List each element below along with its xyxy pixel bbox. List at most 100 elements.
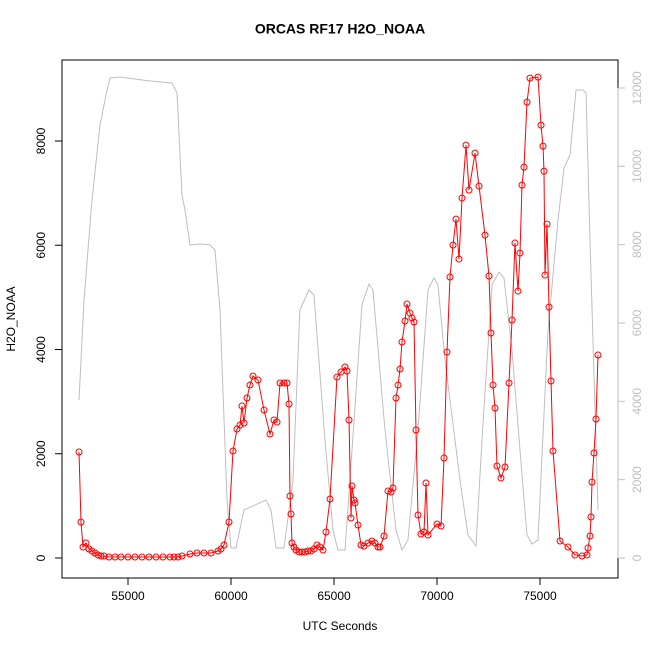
data-point xyxy=(394,381,402,389)
data-point xyxy=(485,272,493,280)
data-point xyxy=(501,463,509,471)
data-point xyxy=(178,552,186,560)
data-point xyxy=(412,426,420,434)
data-point xyxy=(288,539,296,547)
data-point xyxy=(304,547,312,555)
data-point xyxy=(549,447,557,455)
data-point xyxy=(319,546,327,554)
x-tick-label: 65000 xyxy=(317,589,351,603)
chart-title: ORCAS RF17 H2O_NOAA xyxy=(255,21,425,37)
x-tick-label: 55000 xyxy=(111,589,145,603)
data-point xyxy=(220,541,228,549)
x-axis-label: UTC Seconds xyxy=(303,619,378,633)
data-point xyxy=(578,552,586,560)
data-point xyxy=(491,404,499,412)
data-point xyxy=(392,394,400,402)
series-line xyxy=(78,76,599,552)
y2-tick-label: 8000 xyxy=(630,231,644,258)
data-point xyxy=(341,363,349,371)
y2-tick-label: 0 xyxy=(630,554,644,561)
data-point xyxy=(364,539,372,547)
y2-tick-label: 2000 xyxy=(630,466,644,493)
y2-tick-label: 4000 xyxy=(630,388,644,415)
data-point xyxy=(236,421,244,429)
data-point xyxy=(124,553,132,561)
data-point xyxy=(138,553,146,561)
data-point xyxy=(243,394,251,402)
y-axis-label: H2O_NOAA xyxy=(4,286,18,351)
data-point xyxy=(166,553,174,561)
data-point xyxy=(462,141,470,149)
data-point xyxy=(276,379,284,387)
data-point xyxy=(97,552,105,560)
data-point xyxy=(186,550,194,558)
data-point xyxy=(433,520,441,528)
data-point xyxy=(571,551,579,559)
data-point xyxy=(534,73,542,81)
plot-box xyxy=(61,59,619,579)
data-point xyxy=(556,537,564,545)
data-point xyxy=(586,532,594,540)
data-point xyxy=(343,367,351,375)
data-point xyxy=(443,348,451,356)
data-point xyxy=(374,543,382,551)
data-point xyxy=(389,484,397,492)
data-point xyxy=(117,553,125,561)
data-point xyxy=(200,549,208,557)
data-point xyxy=(283,379,291,387)
data-point xyxy=(322,528,330,536)
data-point xyxy=(174,553,182,561)
data-point xyxy=(77,518,85,526)
data-point xyxy=(170,553,178,561)
data-point xyxy=(246,381,254,389)
data-point xyxy=(254,376,262,384)
data-point xyxy=(207,549,215,557)
x-tick-label: 70000 xyxy=(420,589,454,603)
data-point xyxy=(286,492,294,500)
data-point xyxy=(345,416,353,424)
data-point xyxy=(82,539,90,547)
data-point xyxy=(159,553,167,561)
data-point xyxy=(508,316,516,324)
data-point xyxy=(526,74,534,82)
data-point xyxy=(520,163,528,171)
data-point xyxy=(260,406,268,414)
data-point xyxy=(100,552,108,560)
data-point xyxy=(537,121,545,129)
data-point xyxy=(408,314,416,322)
data-point xyxy=(285,400,293,408)
data-point xyxy=(592,415,600,423)
data-point xyxy=(152,553,160,561)
data-point xyxy=(511,239,519,247)
y2-tick-label: 6000 xyxy=(630,309,644,336)
data-point xyxy=(458,194,466,202)
data-point xyxy=(273,418,281,426)
data-point xyxy=(398,338,406,346)
y2-tick-label: 10000 xyxy=(630,149,644,183)
y-tick-label: 0 xyxy=(34,554,48,561)
data-point xyxy=(422,479,430,487)
data-point xyxy=(440,454,448,462)
y-tick-label: 8000 xyxy=(34,127,48,154)
data-point xyxy=(587,513,595,521)
data-point xyxy=(497,474,505,482)
data-point xyxy=(547,377,555,385)
data-point xyxy=(584,544,592,552)
data-point xyxy=(523,98,531,106)
data-point xyxy=(280,379,288,387)
data-point xyxy=(449,241,457,249)
data-point xyxy=(481,231,489,239)
data-point xyxy=(396,365,404,373)
data-point xyxy=(401,317,409,325)
data-point xyxy=(594,351,602,359)
data-point xyxy=(225,518,233,526)
series-line xyxy=(78,76,599,558)
data-point xyxy=(505,379,513,387)
data-point xyxy=(347,514,355,522)
data-point xyxy=(518,181,526,189)
data-point xyxy=(493,462,501,470)
y-tick-label: 6000 xyxy=(34,232,48,259)
y2-tick-label: 12000 xyxy=(630,71,644,105)
data-point xyxy=(564,543,572,551)
